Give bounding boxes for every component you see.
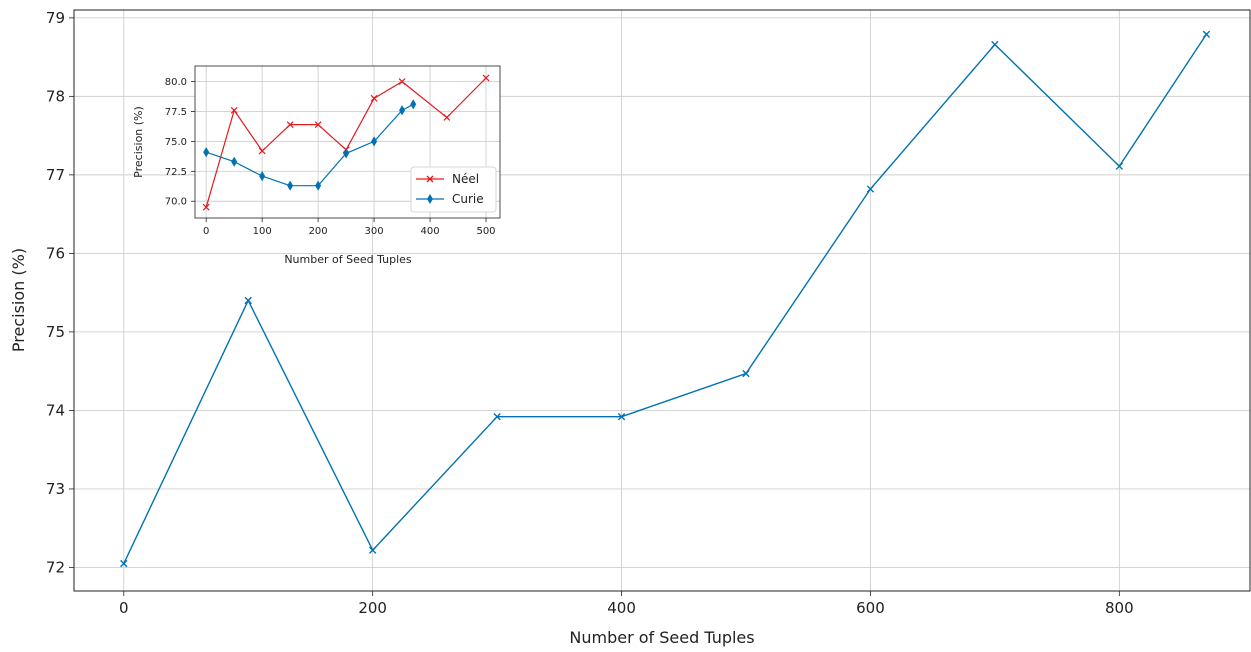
inset-y-axis-label: Precision (%)	[132, 106, 145, 178]
main-series-0-point	[368, 546, 377, 554]
inset-x-tick-label: 500	[476, 226, 495, 237]
inset-series-0-point	[286, 121, 294, 129]
main-plot-frame	[73, 9, 1251, 592]
main-x-tick-label: 800	[1105, 599, 1134, 617]
inset-y-tick-label: 77.5	[165, 107, 187, 118]
inset-series-1-point	[259, 171, 266, 182]
inset-series-0-point	[258, 147, 266, 155]
main-x-tick-label: 400	[607, 599, 636, 617]
main-x-tick-label: 200	[358, 599, 387, 617]
main-series-0-line	[123, 33, 1207, 564]
inset-x-tick-label: 100	[253, 226, 272, 237]
main-series-0-point	[1115, 162, 1124, 170]
inset-series-1-point	[343, 148, 350, 159]
main-y-tick-label: 72	[46, 559, 65, 577]
main-series	[120, 30, 1211, 568]
inset-x-tick-label: 0	[203, 226, 209, 237]
inset-y-tick-label: 70.0	[165, 197, 187, 208]
inset-y-tick-label: 72.5	[165, 167, 187, 178]
inset-series-1-point	[410, 99, 417, 110]
inset-series-0-point	[443, 114, 451, 121]
main-y-tick-label: 79	[46, 9, 65, 27]
inset-x-tick-label: 200	[309, 226, 328, 237]
main-y-tick-label: 77	[46, 166, 65, 184]
inset-series-1-point	[315, 180, 322, 191]
main-series-0-point	[1202, 30, 1211, 39]
inset-series-0-point	[370, 94, 378, 102]
inset-y-tick-label: 80.0	[165, 77, 187, 88]
inset-series-1-point	[371, 136, 378, 147]
inset-series-0-point	[314, 121, 322, 129]
main-series-0-point	[866, 185, 875, 193]
main-y-tick-label: 76	[46, 245, 65, 263]
main-series-0-point	[493, 413, 501, 421]
inset-x-tick-label: 400	[420, 226, 439, 237]
main-ticks: 0 200 400 600 800 72 73 74 75 76 77 78 79	[46, 9, 1134, 617]
inset-series-1-point	[287, 180, 294, 191]
main-x-tick-label: 0	[119, 599, 129, 617]
inset-series-1-point	[399, 105, 406, 116]
main-y-tick-label: 73	[46, 480, 65, 498]
main-series-0-point	[991, 40, 999, 49]
main-y-axis-label: Precision (%)	[9, 248, 28, 352]
main-y-tick-label: 78	[46, 88, 65, 106]
inset-series-0-line	[205, 77, 487, 208]
inset-chart: 0 100 200 300 400 500 70.0 72.5 75.0 77.5 80.0 Num…	[132, 65, 501, 266]
main-series-0-point	[244, 296, 252, 305]
inset-x-axis-label: Number of Seed Tuples	[284, 253, 412, 266]
legend-curie-label: Curie	[452, 192, 484, 206]
main-x-axis-label: Number of Seed Tuples	[569, 628, 754, 647]
legend-neel-marker	[426, 175, 434, 183]
inset-series-0-point	[202, 203, 210, 211]
inset-series	[202, 74, 490, 211]
legend-box	[410, 166, 497, 213]
inset-ticks: 0 100 200 300 400 500 70.0 72.5 75.0 77.5 80.0	[165, 77, 496, 237]
main-series-0-point	[742, 369, 750, 378]
main-x-tick-label: 600	[856, 599, 885, 617]
inset-series-0-point	[230, 106, 238, 114]
legend-neel-label: Néel	[452, 172, 479, 186]
main-y-tick-label: 75	[46, 323, 65, 341]
inset-plot-frame	[194, 65, 501, 219]
inset-series-1-point	[231, 156, 238, 167]
inset-y-tick-label: 75.0	[165, 137, 187, 148]
inset-series-1-point	[203, 147, 210, 158]
main-series-0-point	[617, 413, 626, 421]
main-series-0-point	[120, 559, 128, 568]
main-y-tick-label: 74	[46, 402, 65, 420]
inset-series-0-point	[398, 78, 406, 85]
inset-x-tick-label: 300	[365, 226, 384, 237]
legend-curie-marker	[427, 194, 433, 204]
inset-series-0-point	[482, 74, 490, 82]
inset-legend: Néel Curie	[410, 166, 497, 213]
